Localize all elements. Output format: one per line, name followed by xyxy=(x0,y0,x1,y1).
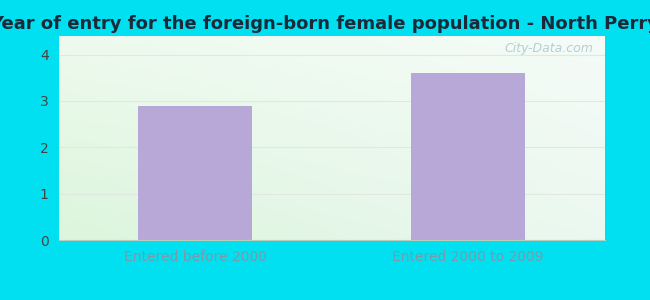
Text: Year of entry for the foreign-born female population - North Perry: Year of entry for the foreign-born femal… xyxy=(0,15,650,33)
Bar xyxy=(138,106,252,240)
Bar xyxy=(411,73,525,240)
Text: City-Data.com: City-Data.com xyxy=(504,42,593,55)
